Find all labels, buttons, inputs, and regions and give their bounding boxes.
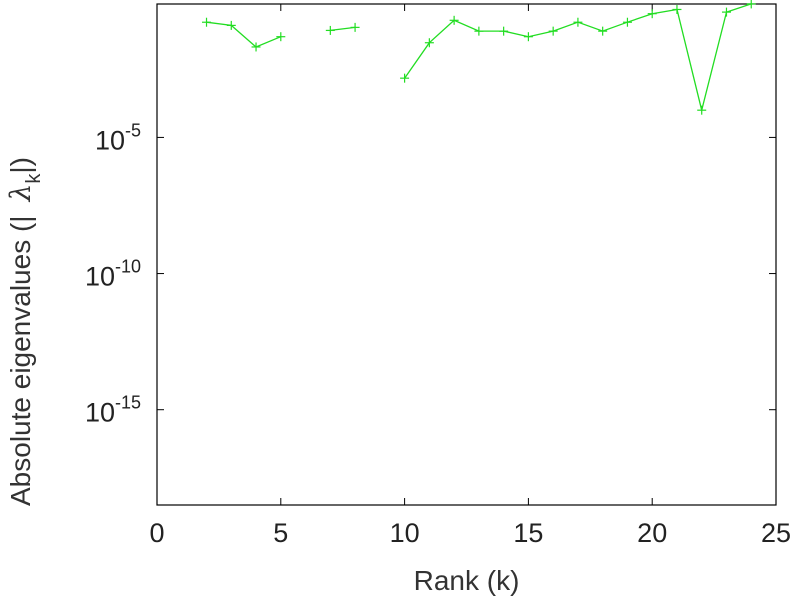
data-point-marker	[499, 26, 509, 36]
y-ticks: 10-5 10-10 10-15	[85, 120, 776, 428]
x-axis-label: Rank (k)	[414, 565, 520, 596]
data-point-marker	[202, 17, 212, 27]
x-tick-label: 5	[273, 518, 288, 548]
plot-frame	[156, 3, 777, 506]
y-axis-label-prefix: Absolute eigenvalues (|	[5, 215, 36, 506]
data-point-marker	[697, 105, 707, 115]
data-point-marker	[350, 22, 360, 32]
data-point-marker	[226, 20, 236, 30]
data-point-marker	[598, 26, 608, 36]
series-line	[206, 21, 282, 48]
series-group	[202, 0, 756, 115]
y-axis-label: Absolute eigenvalues (| λk|)	[4, 157, 45, 506]
lambda-subscript: k	[23, 173, 45, 184]
y-tick-label: 10-15	[85, 393, 141, 428]
data-point-marker	[672, 4, 682, 14]
x-tick-label: 10	[390, 518, 420, 548]
data-point-marker	[449, 15, 459, 25]
data-point-marker	[251, 42, 261, 52]
data-point-marker	[474, 26, 484, 36]
data-point-marker	[424, 38, 434, 48]
y-tick-label: 10-10	[85, 257, 141, 292]
data-point-marker	[523, 32, 533, 42]
x-tick-label: 20	[637, 518, 667, 548]
data-point-marker	[325, 25, 335, 35]
data-point-marker	[746, 0, 756, 9]
data-point-marker	[647, 9, 657, 19]
data-point-marker	[548, 26, 558, 36]
x-ticks: 0 5 10 15 20 25	[149, 4, 791, 548]
data-point-marker	[573, 17, 583, 27]
x-tick-label: 15	[513, 518, 543, 548]
x-tick-label: 25	[761, 518, 791, 548]
y-tick-label: 10-5	[95, 120, 141, 155]
data-point-marker	[400, 73, 410, 83]
data-point-marker	[721, 7, 731, 17]
data-point-marker	[276, 32, 286, 42]
x-tick-label: 0	[149, 518, 164, 548]
y-axis-label-suffix: |)	[5, 157, 36, 174]
lambda-symbol: λ	[4, 184, 37, 203]
data-point-marker	[622, 17, 632, 27]
